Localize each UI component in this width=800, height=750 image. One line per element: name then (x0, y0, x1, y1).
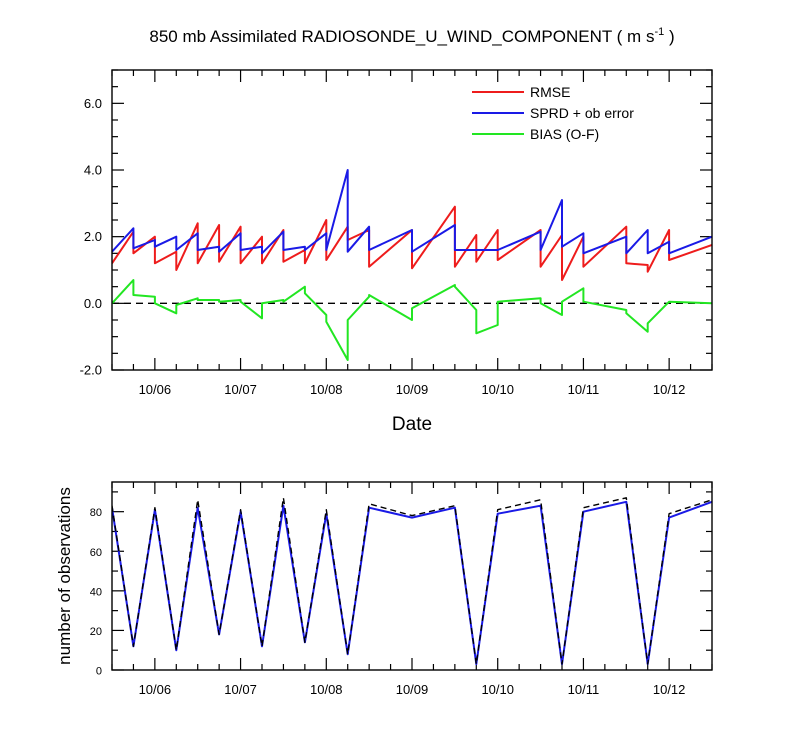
x-tick-label: 10/08 (310, 382, 343, 397)
y-tick-label: 0 (96, 666, 102, 678)
x-tick-label: 10/06 (139, 682, 172, 697)
y-tick-label: 20 (90, 626, 102, 638)
x-tick-label: 10/10 (481, 382, 514, 397)
series-group (112, 497, 712, 666)
x-tick-label: 10/07 (224, 682, 257, 697)
legend: RMSE SPRD + ob error BIAS (O-F) (472, 84, 634, 142)
plot-frame (111, 69, 713, 371)
plot-frame (111, 481, 713, 671)
y-tick-label: 4.0 (84, 163, 102, 178)
y-tick-label: 6.0 (84, 96, 102, 111)
x-tick-label: 10/11 (568, 382, 600, 397)
x-tick-label: 10/08 (310, 682, 343, 697)
series-line-sprd-ob-error (112, 169, 712, 255)
y-tick-label: 40 (90, 586, 102, 598)
top-plot: 10/06 10/07 10/08 10/09 10/10 10/11 10/12 -2.0 0… (80, 69, 713, 435)
title-sup: -1 (654, 26, 664, 38)
legend-label: SPRD + ob error (530, 105, 634, 121)
title-end: ) (664, 27, 674, 46)
series-group (112, 169, 712, 361)
y-tick-label: 60 (90, 547, 102, 559)
x-tick-label: 10/09 (396, 682, 429, 697)
x-tick-label: 10/12 (653, 682, 686, 697)
series-line-bias-o-f- (112, 279, 712, 361)
x-tick-label: 10/11 (568, 682, 600, 697)
chart-title: 850 mb Assimilated RADIOSONDE_U_WIND_COM… (149, 26, 674, 46)
x-tick-label: 10/06 (139, 382, 172, 397)
x-tick-label: 10/10 (481, 682, 514, 697)
title-main: 850 mb Assimilated RADIOSONDE_U_WIND_COM… (149, 27, 654, 46)
legend-label: BIAS (O-F) (530, 126, 599, 142)
x-tick-label: 10/12 (653, 382, 686, 397)
x-axis-label: Date (392, 414, 432, 435)
y-axis-label: number of observations (55, 487, 74, 665)
x-tick-label: 10/09 (396, 382, 429, 397)
bottom-plot: 10/06 10/07 10/08 10/09 10/10 10/11 10/12 0 20 40… (55, 481, 713, 697)
y-tick-label: -2.0 (80, 363, 102, 378)
series-line-bottom-1 (112, 497, 712, 665)
y-tick-label: 80 (90, 507, 102, 519)
y-tick-label: 2.0 (84, 229, 102, 244)
legend-label: RMSE (530, 84, 570, 100)
x-tick-label: 10/07 (224, 382, 257, 397)
y-tick-label: 0.0 (84, 296, 102, 311)
